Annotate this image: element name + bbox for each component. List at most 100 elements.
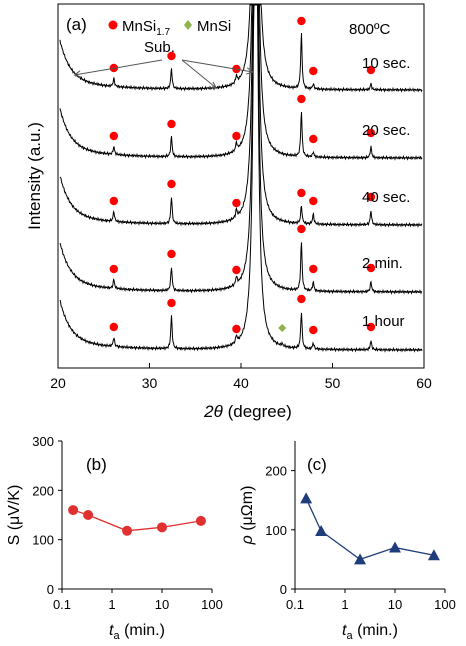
xrd-x-axis-label: 2θ (degree) [203, 402, 292, 421]
xrd-trace [59, 4, 423, 295]
resistivity-y-tick-label: 200 [265, 464, 287, 479]
mnsi17-peak-marker [167, 179, 176, 189]
seebeck-data-point [68, 505, 79, 516]
xrd-x-tick-label: 30 [142, 375, 158, 391]
mnsi17-peak-marker [297, 224, 306, 234]
xrd-series-label: 2 min. [362, 255, 403, 272]
xrd-series-label: 1 hour [362, 313, 405, 330]
seebeck-y-tick-label: 300 [32, 434, 54, 449]
seebeck-ticks: 0.1 1 10 100 0 100 200 300 [32, 434, 223, 612]
legend-mnsi17-marker [108, 20, 118, 30]
seebeck-panel-label: (b) [86, 455, 107, 474]
mnsi17-peak-marker [366, 263, 376, 273]
seebeck-data [68, 505, 206, 536]
mnsi17-peak-marker [309, 134, 318, 144]
mnsi17-peak-marker [297, 94, 306, 104]
legend-mnsi-label: MnSi [197, 18, 231, 35]
xrd-trace [59, 4, 423, 353]
xrd-series-label: 40 sec. [362, 189, 410, 206]
substrate-arrow-line [181, 59, 253, 73]
seebeck-x-tick-label: 100 [201, 597, 223, 612]
mnsi17-peak-marker [109, 131, 119, 141]
xrd-peak-markers [109, 16, 376, 335]
xrd-series-labels: 10 sec. 20 sec. 40 sec. 2 min. 1 hour [362, 55, 410, 330]
resistivity-ticks: 0.1 1 10 100 0 100 200 [265, 464, 456, 612]
mnsi17-peak-marker [309, 325, 318, 335]
mnsi17-peak-marker [109, 322, 119, 332]
mnsi-peak-marker [278, 324, 287, 332]
temperature-label: 800ºC [349, 21, 391, 38]
substrate-arrow-line [74, 59, 163, 76]
legend-mnsi-marker [184, 20, 192, 30]
resistivity-x-tick-label: 100 [434, 597, 456, 612]
resistivity-y-tick-label: 0 [280, 582, 287, 597]
mnsi17-peak-marker [232, 131, 241, 141]
resistivity-data-point [354, 553, 367, 565]
resistivity-data-point [389, 541, 401, 553]
xrd-panel-label: (a) [66, 15, 87, 34]
substrate-label: Sub. [144, 39, 175, 56]
resistivity-x-axis-label: ta (min.) [342, 622, 398, 642]
seebeck-y-tick-label: 200 [32, 483, 54, 498]
mnsi17-peak-marker [366, 65, 376, 75]
substrate-arrow-head [73, 70, 82, 78]
xrd-series-label: 10 sec. [362, 55, 410, 72]
seebeck-y-tick-label: 0 [47, 582, 54, 597]
mnsi17-peak-marker [366, 192, 376, 202]
mnsi17-peak-marker [109, 196, 119, 206]
seebeck-data-point [195, 515, 206, 526]
seebeck-panel: 0.1 1 10 100 0 100 200 300 (b) S (μV/K) ta (min… [6, 434, 223, 642]
mnsi17-peak-marker [366, 322, 376, 332]
mnsi17-peak-marker [109, 264, 119, 274]
seebeck-x-axis-label: ta (min.) [109, 622, 165, 642]
substrate-arrows [73, 59, 254, 89]
substrate-arrow-head [246, 67, 254, 75]
xrd-x-ticks: 20 30 40 50 60 [50, 363, 432, 391]
seebeck-data-point [157, 522, 167, 533]
xrd-traces [59, 4, 423, 353]
mnsi17-peak-marker [167, 119, 176, 129]
mnsi17-peak-marker [309, 196, 318, 206]
legend-mnsi17-label: MnSi1.7 [122, 18, 171, 38]
seebeck-data-point [122, 525, 133, 536]
substrate-arrow-line [181, 59, 217, 89]
resistivity-series-line [305, 498, 435, 561]
resistivity-data [300, 492, 440, 565]
resistivity-x-tick-label: 0.1 [286, 597, 304, 612]
xrd-y-axis-label: Intensity (a.u.) [25, 122, 44, 230]
xrd-x-tick-label: 50 [325, 375, 341, 391]
resistivity-data-point [315, 524, 328, 536]
xrd-x-tick-label: 60 [416, 375, 432, 391]
seebeck-data-point [83, 510, 94, 520]
resistivity-y-axis-label: ρ (μΩm) [239, 486, 256, 546]
xrd-x-tick-label: 40 [233, 375, 249, 391]
resistivity-x-tick-label: 10 [388, 597, 402, 612]
resistivity-panel: 0.1 1 10 100 0 100 200 (c) ρ (μΩm) ta (min.) [239, 441, 456, 642]
seebeck-x-tick-label: 0.1 [53, 597, 71, 612]
mnsi17-peak-marker [167, 51, 176, 61]
mnsi17-peak-marker [167, 249, 176, 259]
xrd-x-tick-label: 20 [50, 375, 66, 391]
resistivity-x-tick-label: 1 [341, 597, 348, 612]
xrd-trace [59, 4, 423, 228]
mnsi17-peak-marker [297, 294, 306, 304]
seebeck-x-tick-label: 10 [155, 597, 169, 612]
xrd-trace [59, 4, 423, 161]
resistivity-data-point [427, 549, 440, 561]
mnsi17-peak-marker [309, 66, 318, 76]
resistivity-y-tick-label: 100 [265, 523, 287, 538]
substrate-arrow-head [209, 81, 218, 89]
mnsi17-peak-marker [297, 188, 306, 198]
seebeck-y-axis-label: S (μV/K) [6, 485, 23, 546]
mnsi17-peak-marker [232, 265, 241, 275]
xrd-series-label: 20 sec. [362, 122, 410, 139]
mnsi17-peak-marker [232, 324, 241, 334]
mnsi17-peak-marker [297, 16, 306, 26]
seebeck-y-tick-label: 100 [32, 533, 54, 548]
resistivity-panel-label: (c) [307, 455, 327, 474]
seebeck-x-tick-label: 1 [108, 597, 115, 612]
xrd-trace [59, 4, 423, 93]
mnsi17-peak-marker [167, 298, 176, 308]
mnsi17-peak-marker [232, 198, 241, 208]
